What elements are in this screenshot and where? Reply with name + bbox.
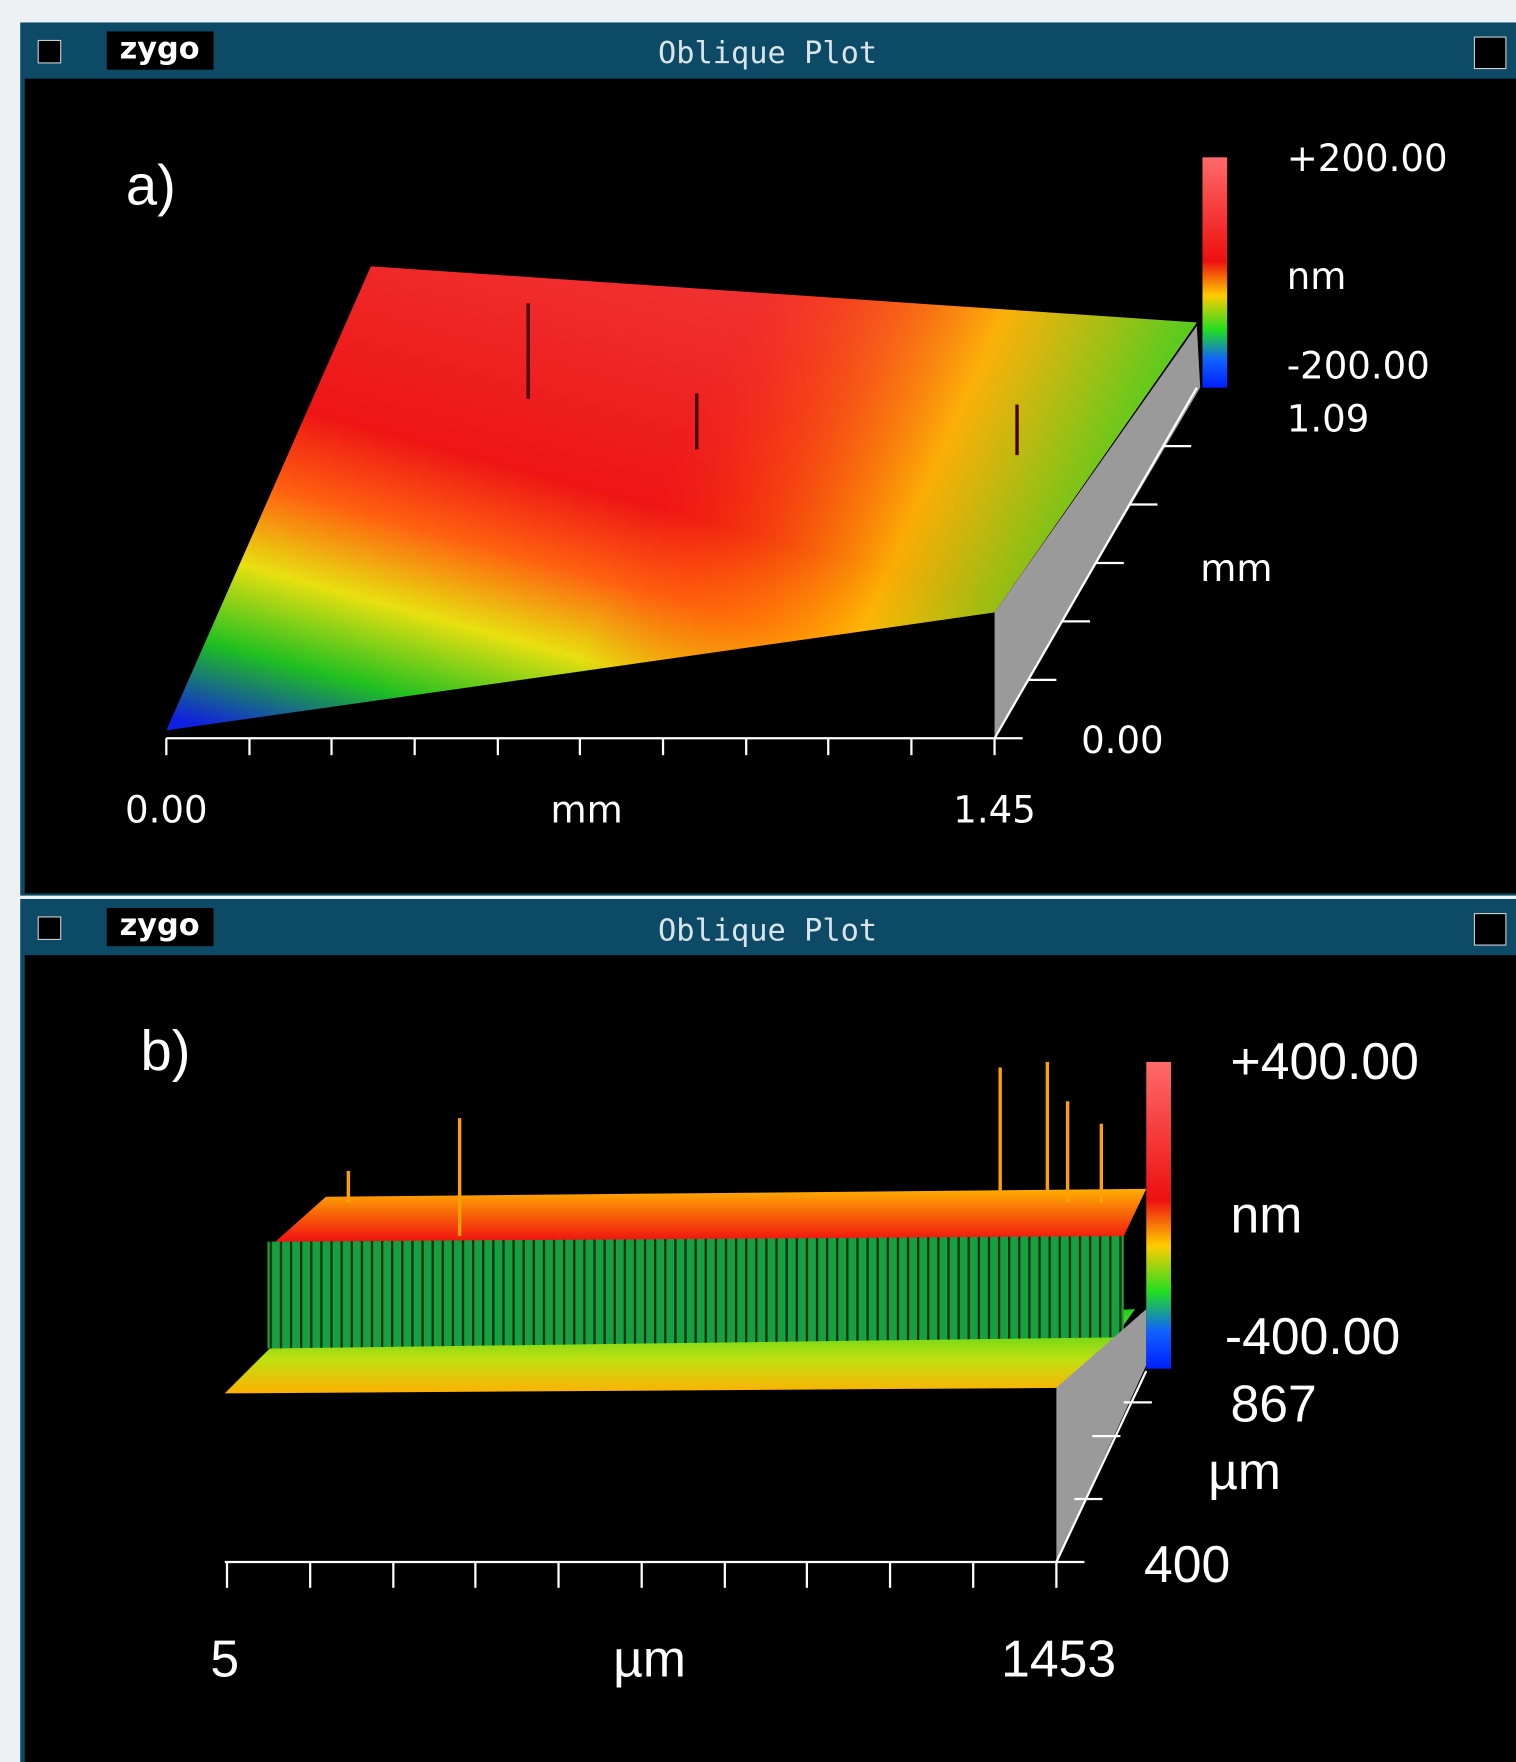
window-title: Oblique Plot — [658, 36, 877, 71]
x-axis-min: 5 — [210, 1630, 239, 1688]
panel-label: a) — [126, 154, 176, 217]
x-axis-unit: mm — [550, 789, 622, 832]
y-axis-unit: mm — [1200, 547, 1272, 590]
x-axis-unit: µm — [613, 1630, 686, 1688]
axes — [165, 387, 1198, 756]
logo-box — [106, 907, 214, 947]
x-axis-min: 0.00 — [125, 789, 208, 832]
y-axis-min: 400 — [1144, 1535, 1230, 1593]
x-axis-max: 1453 — [1001, 1630, 1116, 1688]
y-axis-unit: µm — [1208, 1442, 1281, 1500]
pin-button[interactable] — [1473, 913, 1507, 946]
colorbar-min: -400.00 — [1225, 1307, 1400, 1365]
y-axis-max: 867 — [1231, 1375, 1317, 1433]
axes — [224, 1370, 1152, 1588]
colorbar — [1202, 157, 1228, 388]
logo: zygo — [120, 31, 200, 66]
window-title: Oblique Plot — [658, 914, 877, 949]
y-axis-max: 1.09 — [1287, 398, 1370, 441]
x-axis-max: 1.45 — [953, 789, 1036, 832]
surface-side — [994, 325, 1201, 737]
window: zygo Oblique Plot a) +200.00 nm -200.00 … — [20, 22, 1516, 896]
logo: zygo — [120, 908, 200, 943]
y-axis-min: 0.00 — [1081, 719, 1164, 762]
colorbar-min: -200.00 — [1287, 345, 1430, 388]
pin-button[interactable] — [1473, 36, 1507, 70]
colorbar-max: +200.00 — [1287, 137, 1448, 180]
colorbar-unit: nm — [1287, 255, 1347, 298]
surface-shade — [166, 266, 1197, 731]
close-button[interactable] — [37, 39, 62, 64]
window: zygo Oblique Plot b) +400.00 nm -400.00 … — [20, 898, 1516, 1762]
logo-box — [106, 31, 214, 70]
colorbar — [1146, 1061, 1171, 1369]
colorbar-max: +400.00 — [1231, 1032, 1419, 1090]
spikes — [346, 1061, 1104, 1237]
panel-label: b) — [140, 1019, 190, 1082]
spikes — [526, 303, 1019, 456]
close-button[interactable] — [37, 916, 62, 940]
colorbar-unit: nm — [1231, 1186, 1303, 1244]
surface-wall — [267, 1224, 1124, 1349]
surface-top — [275, 1188, 1147, 1242]
